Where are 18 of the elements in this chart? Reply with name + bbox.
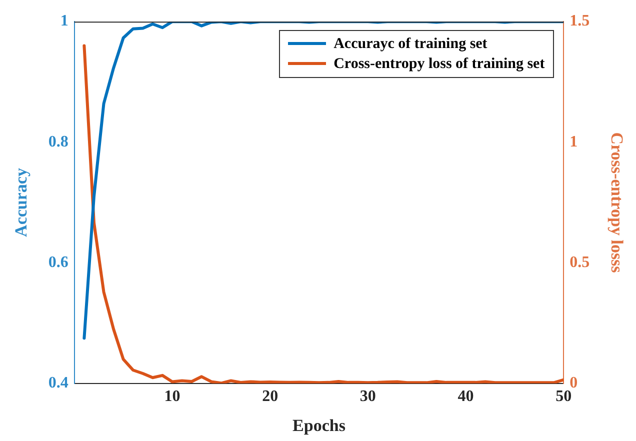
x-tick-label: 50 — [556, 388, 572, 406]
legend-label: Cross-entropy loss of training set — [334, 54, 545, 74]
x-axis-title: Epochs — [292, 416, 346, 436]
y2-tick-label: 1.5 — [570, 12, 590, 30]
y2-axis-title: Cross-entropy losss — [607, 132, 626, 274]
x-tick-label: 10 — [164, 388, 180, 406]
y2-tick-label: 0.5 — [570, 254, 590, 271]
y-tick-label: 0.6 — [48, 254, 68, 271]
legend-label: Accurayc of training set — [334, 34, 488, 54]
x-tick-label: 40 — [458, 388, 474, 406]
y-tick-label: 1 — [60, 12, 68, 30]
y2-tick-label: 0 — [570, 374, 578, 392]
x-tick-label: 30 — [360, 388, 376, 406]
x-tick-label: 20 — [262, 388, 278, 406]
y2-tick-label: 1 — [570, 133, 578, 150]
y-tick-label: 0.4 — [48, 374, 68, 392]
y-tick-label: 0.8 — [48, 133, 68, 150]
y-axis-title: Accuracy — [12, 168, 31, 237]
